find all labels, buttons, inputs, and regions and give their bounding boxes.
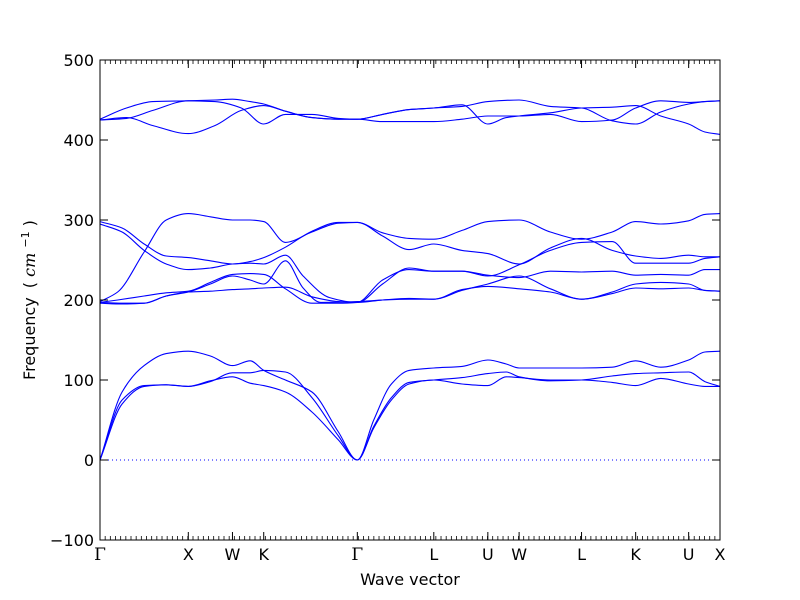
band-5 <box>100 260 720 304</box>
band-2 <box>100 369 720 461</box>
x-tick-label: W <box>225 545 241 564</box>
x-tick-label: K <box>630 545 641 564</box>
band-3 <box>100 350 720 461</box>
y-axis-unit-exponent: −1 <box>19 231 32 247</box>
y-tick-label: 0 <box>84 451 94 470</box>
y-tick-label: 100 <box>63 371 94 390</box>
y-tick-label: −100 <box>50 531 94 550</box>
x-tick-label: L <box>429 545 438 564</box>
y-axis-unit-base: cm <box>20 253 39 277</box>
y-axis-title-text: Frequency <box>20 297 39 380</box>
x-tick-label: K <box>258 545 269 564</box>
y-axis-unit-close: ) <box>20 220 39 226</box>
x-tick-label: U <box>482 545 494 564</box>
y-tick-label: 200 <box>63 291 94 310</box>
x-tick-label: U <box>683 545 695 564</box>
x-tick-label: W <box>511 545 527 564</box>
band-11 <box>100 99 720 125</box>
band-9 <box>100 241 720 304</box>
x-tick-label: X <box>715 545 726 564</box>
y-tick-label: 300 <box>63 211 94 230</box>
plot-area <box>100 60 720 540</box>
x-tick-label: X <box>183 545 194 564</box>
x-axis-title: Wave vector <box>360 570 460 589</box>
band-12 <box>100 98 720 123</box>
x-tick-label: Γ <box>351 545 363 565</box>
band-1 <box>100 376 720 461</box>
phonon-bands <box>100 98 720 461</box>
x-tick-label: L <box>577 545 586 564</box>
y-axis-title: Frequency ( cm −1 ) <box>14 220 39 380</box>
minor-ticks <box>99 60 721 540</box>
x-tick-label: Γ <box>94 545 106 565</box>
band-6 <box>100 213 720 303</box>
band-7 <box>100 221 720 265</box>
y-axis-unit-open: ( <box>20 282 39 288</box>
band-8 <box>100 223 720 303</box>
y-tick-label: 400 <box>63 131 94 150</box>
y-axis: −100 0 100 200 300 400 500 <box>50 51 720 550</box>
y-tick-label: 500 <box>63 51 94 70</box>
